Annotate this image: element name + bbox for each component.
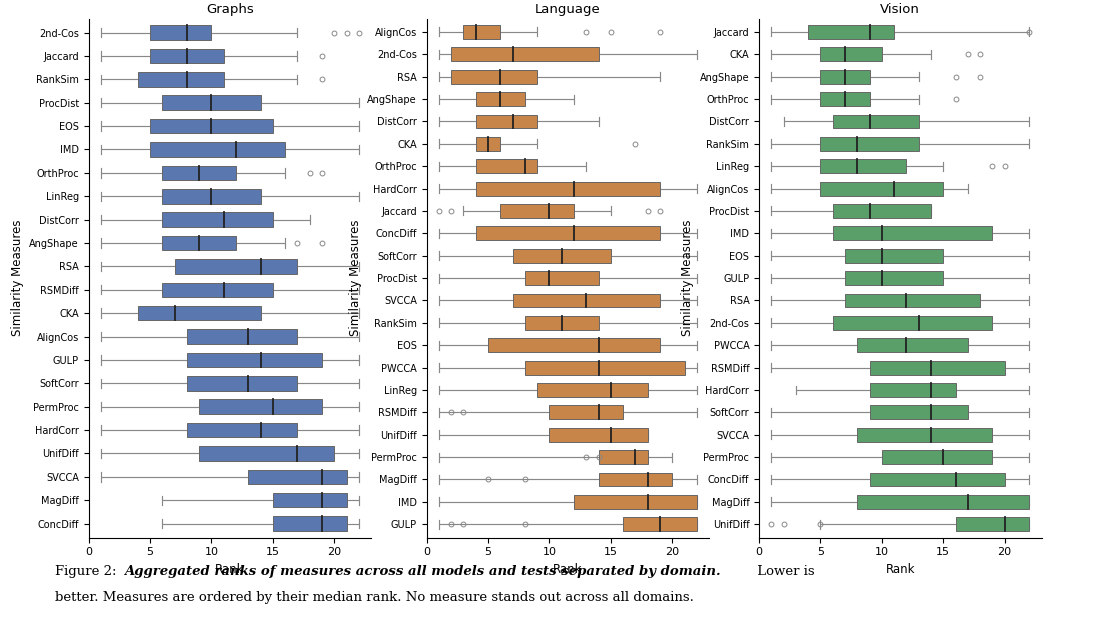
Bar xyxy=(833,204,931,218)
X-axis label: Rank: Rank xyxy=(215,563,245,576)
Bar xyxy=(845,294,981,307)
Title: Language: Language xyxy=(535,3,601,16)
Text: Lower is: Lower is xyxy=(753,565,815,578)
Bar xyxy=(199,446,335,461)
Bar xyxy=(820,137,919,151)
X-axis label: Rank: Rank xyxy=(553,563,583,576)
Bar xyxy=(525,316,598,330)
Bar xyxy=(870,361,1005,375)
Y-axis label: Similarity Measures: Similarity Measures xyxy=(681,220,694,336)
Bar xyxy=(833,226,993,240)
Bar xyxy=(163,189,260,203)
Bar xyxy=(513,294,660,307)
Bar xyxy=(163,95,260,110)
Bar xyxy=(475,182,660,195)
Bar xyxy=(820,70,870,83)
Bar xyxy=(598,473,673,486)
Bar xyxy=(475,92,525,106)
Bar xyxy=(513,249,611,263)
Bar xyxy=(833,316,993,330)
Bar xyxy=(574,495,697,509)
Bar xyxy=(623,517,697,531)
Bar xyxy=(955,517,1029,531)
Bar xyxy=(550,428,648,442)
Bar xyxy=(475,137,501,151)
Text: Figure 2:: Figure 2: xyxy=(55,565,121,578)
Bar xyxy=(501,204,574,218)
Bar xyxy=(187,353,322,367)
Bar xyxy=(248,470,347,484)
Bar xyxy=(273,493,347,507)
Text: better. Measures are ordered by their median rank. No measure stands out across : better. Measures are ordered by their me… xyxy=(55,591,695,604)
Bar xyxy=(870,405,967,419)
Bar xyxy=(858,338,967,352)
Bar xyxy=(525,361,685,375)
Bar xyxy=(199,399,322,414)
Y-axis label: Similarity Measures: Similarity Measures xyxy=(349,220,361,336)
Bar xyxy=(137,306,260,320)
Bar xyxy=(150,25,212,40)
Bar xyxy=(882,450,993,464)
Bar xyxy=(475,114,537,129)
Bar xyxy=(820,48,882,61)
Bar xyxy=(858,428,993,442)
Bar xyxy=(488,338,660,352)
Bar xyxy=(163,282,273,297)
Bar xyxy=(273,517,347,531)
Bar xyxy=(820,159,906,173)
Title: Graphs: Graphs xyxy=(206,3,254,16)
Bar xyxy=(475,226,660,240)
Bar xyxy=(858,495,1029,509)
Bar xyxy=(137,72,224,87)
Bar xyxy=(808,25,894,39)
Bar xyxy=(451,70,537,83)
Bar xyxy=(833,114,919,129)
Title: Vision: Vision xyxy=(881,3,920,16)
Bar xyxy=(475,159,537,173)
Bar xyxy=(187,423,297,438)
Bar xyxy=(451,48,598,61)
Bar xyxy=(163,236,236,250)
Bar xyxy=(598,450,648,464)
Bar xyxy=(187,329,297,344)
Y-axis label: Similarity Measures: Similarity Measures xyxy=(11,220,23,336)
Bar xyxy=(845,271,943,285)
Bar xyxy=(175,259,297,274)
Bar xyxy=(187,376,297,391)
Bar xyxy=(537,383,648,397)
Bar xyxy=(163,213,273,227)
Bar xyxy=(150,49,224,63)
Bar xyxy=(820,92,870,106)
Bar xyxy=(845,249,943,263)
Bar xyxy=(150,142,285,157)
Bar xyxy=(463,25,501,39)
Bar xyxy=(150,119,273,133)
Bar xyxy=(870,473,1005,486)
Bar xyxy=(550,405,623,419)
Text: Aggregated ranks of measures across all models and tests separated by domain.: Aggregated ranks of measures across all … xyxy=(124,565,720,578)
Bar xyxy=(163,166,236,180)
Bar xyxy=(525,271,598,285)
Bar xyxy=(870,383,955,397)
Bar xyxy=(820,182,943,195)
X-axis label: Rank: Rank xyxy=(885,563,915,576)
